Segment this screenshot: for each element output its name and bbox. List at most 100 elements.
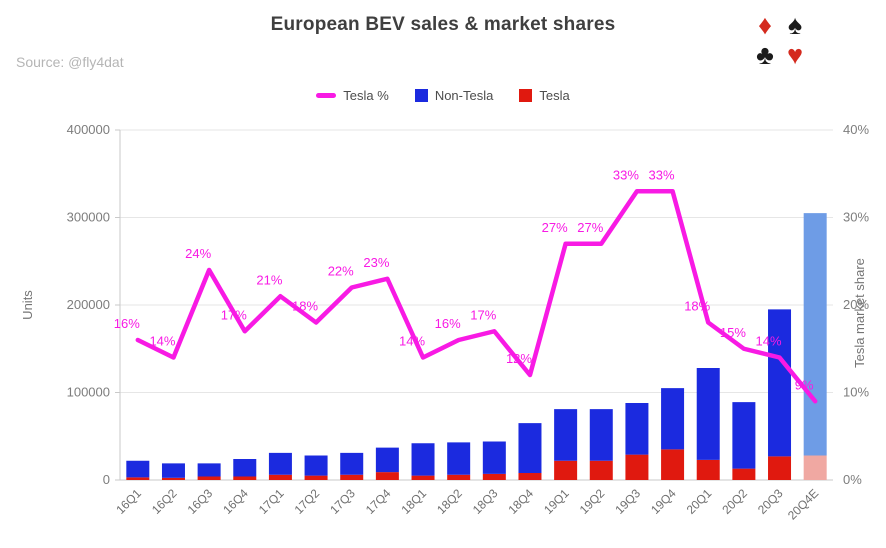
tesla-swatch xyxy=(519,89,533,102)
legend-item-non-tesla: Non-Tesla xyxy=(414,88,494,103)
tesla-share-data-label: 12% xyxy=(506,351,532,366)
x-axis-label: 18Q3 xyxy=(470,486,501,517)
x-axis-label: 20Q1 xyxy=(684,486,715,517)
non-tesla-bar-segment xyxy=(411,443,435,476)
tesla-bar-segment xyxy=(732,468,756,480)
tesla-bar-segment xyxy=(696,459,720,480)
x-axis-label: 16Q4 xyxy=(220,486,251,517)
tesla-share-data-label: 14% xyxy=(399,334,425,349)
x-axis-label: 17Q1 xyxy=(256,486,287,517)
tesla-pct-line-swatch xyxy=(316,93,337,98)
non-tesla-bar-segment xyxy=(233,459,257,477)
y-axis-tick-label: 0 xyxy=(103,472,110,487)
tesla-bar-segment xyxy=(518,473,542,480)
tesla-bar-segment xyxy=(482,473,506,480)
legend-label-tesla-pct: Tesla % xyxy=(343,88,389,103)
non-tesla-bar-segment xyxy=(482,441,506,474)
non-tesla-bar-segment xyxy=(768,309,792,457)
x-axis-label: 17Q4 xyxy=(363,486,394,517)
non-tesla-bar-segment xyxy=(625,403,649,455)
tesla-bar-segment xyxy=(447,474,471,480)
diamond-suit-icon: ♦ xyxy=(758,10,772,40)
tesla-share-data-label: 33% xyxy=(613,167,639,182)
tesla-bar-segment xyxy=(375,472,399,480)
legend-label-non-tesla: Non-Tesla xyxy=(434,88,494,103)
x-axis-label: 17Q3 xyxy=(327,486,358,517)
non-tesla-bar-segment xyxy=(696,368,720,460)
non-tesla-bar-segment xyxy=(447,442,471,475)
x-axis-label: 19Q2 xyxy=(577,486,608,517)
tesla-bar-segment xyxy=(661,449,685,480)
tesla-share-data-label: 27% xyxy=(577,220,603,235)
spade-suit-icon: ♠ xyxy=(787,10,803,40)
heart-suit-icon: ♥ xyxy=(786,40,804,70)
tesla-share-data-label: 17% xyxy=(470,307,496,322)
right-axis-tick-label: 20% xyxy=(843,297,869,312)
right-axis-tick-label: 40% xyxy=(843,122,869,137)
tesla-bar-segment xyxy=(304,475,328,480)
right-axis-tick-label: 0% xyxy=(843,472,862,487)
legend-label-tesla: Tesla xyxy=(539,88,570,103)
x-axis-label: 18Q4 xyxy=(505,486,536,517)
tesla-bar-segment xyxy=(554,460,578,480)
x-axis-label: 19Q4 xyxy=(648,486,679,517)
x-axis-label: 18Q2 xyxy=(434,486,465,517)
tesla-share-data-label: 15% xyxy=(720,325,746,340)
tesla-share-data-label: 24% xyxy=(185,246,211,261)
tesla-bar-segment xyxy=(625,454,649,480)
x-axis-label: 17Q2 xyxy=(292,486,323,517)
tesla-share-data-label: 33% xyxy=(649,167,675,182)
tesla-share-data-label: 14% xyxy=(149,334,175,349)
legend-item-tesla: Tesla xyxy=(519,88,570,103)
right-axis-tick-label: 10% xyxy=(843,385,869,400)
tesla-share-data-label: 27% xyxy=(542,220,568,235)
tesla-bar-segment xyxy=(589,460,613,480)
non-tesla-bar-segment xyxy=(518,423,542,473)
legend-item-tesla-pct: Tesla % xyxy=(316,88,389,103)
right-axis-title: Tesla market share xyxy=(852,258,867,368)
left-axis-title: Units xyxy=(20,290,35,320)
tesla-share-data-label: 9% xyxy=(795,377,814,392)
non-tesla-bar-segment xyxy=(732,402,756,469)
tesla-share-line xyxy=(135,189,818,404)
non-tesla-bar-segment xyxy=(268,452,292,475)
tesla-share-data-label: 16% xyxy=(114,316,140,331)
source-credit: Source: @fly4dat xyxy=(16,54,124,70)
non-tesla-bar-segment xyxy=(126,460,150,478)
tesla-share-data-label: 22% xyxy=(328,264,354,279)
y-axis-tick-label: 100000 xyxy=(67,385,110,400)
club-suit-icon: ♣ xyxy=(756,40,774,70)
tesla-share-data-label: 16% xyxy=(435,316,461,331)
tesla-share-data-label: 17% xyxy=(221,307,247,322)
tesla-bar-segment xyxy=(161,477,185,480)
tesla-share-data-label: 23% xyxy=(363,255,389,270)
tesla-share-data-label: 14% xyxy=(756,334,782,349)
tesla-bar-segment xyxy=(803,455,827,480)
y-axis-tick-label: 200000 xyxy=(67,297,110,312)
tesla-bar-segment xyxy=(340,474,364,480)
x-axis-label: 19Q1 xyxy=(541,486,572,517)
non-tesla-bar-segment xyxy=(554,409,578,461)
non-tesla-bar-segment xyxy=(803,213,827,456)
tesla-share-data-label: 18% xyxy=(292,299,318,314)
non-tesla-bar-segment xyxy=(375,447,399,473)
x-axis-label: 16Q2 xyxy=(149,486,180,517)
x-axis-label: 20Q4E xyxy=(785,486,821,522)
right-axis-tick-label: 30% xyxy=(843,210,869,225)
x-axis-label: 19Q3 xyxy=(612,486,643,517)
card-suits-logo: ♦ ♠ ♣ ♥ xyxy=(750,10,810,70)
non-tesla-bar-segment xyxy=(589,409,613,461)
x-axis-label: 20Q2 xyxy=(719,486,750,517)
x-axis-label: 18Q1 xyxy=(398,486,429,517)
tesla-bar-segment xyxy=(768,456,792,480)
tesla-share-data-label: 18% xyxy=(684,299,710,314)
tesla-bar-segment xyxy=(411,475,435,480)
tesla-bar-segment xyxy=(197,476,221,480)
x-axis-label: 20Q3 xyxy=(755,486,786,517)
non-tesla-bar-segment xyxy=(161,463,185,478)
tesla-bar-segment xyxy=(268,474,292,480)
y-axis-tick-label: 300000 xyxy=(67,210,110,225)
y-axis-tick-label: 400000 xyxy=(67,122,110,137)
